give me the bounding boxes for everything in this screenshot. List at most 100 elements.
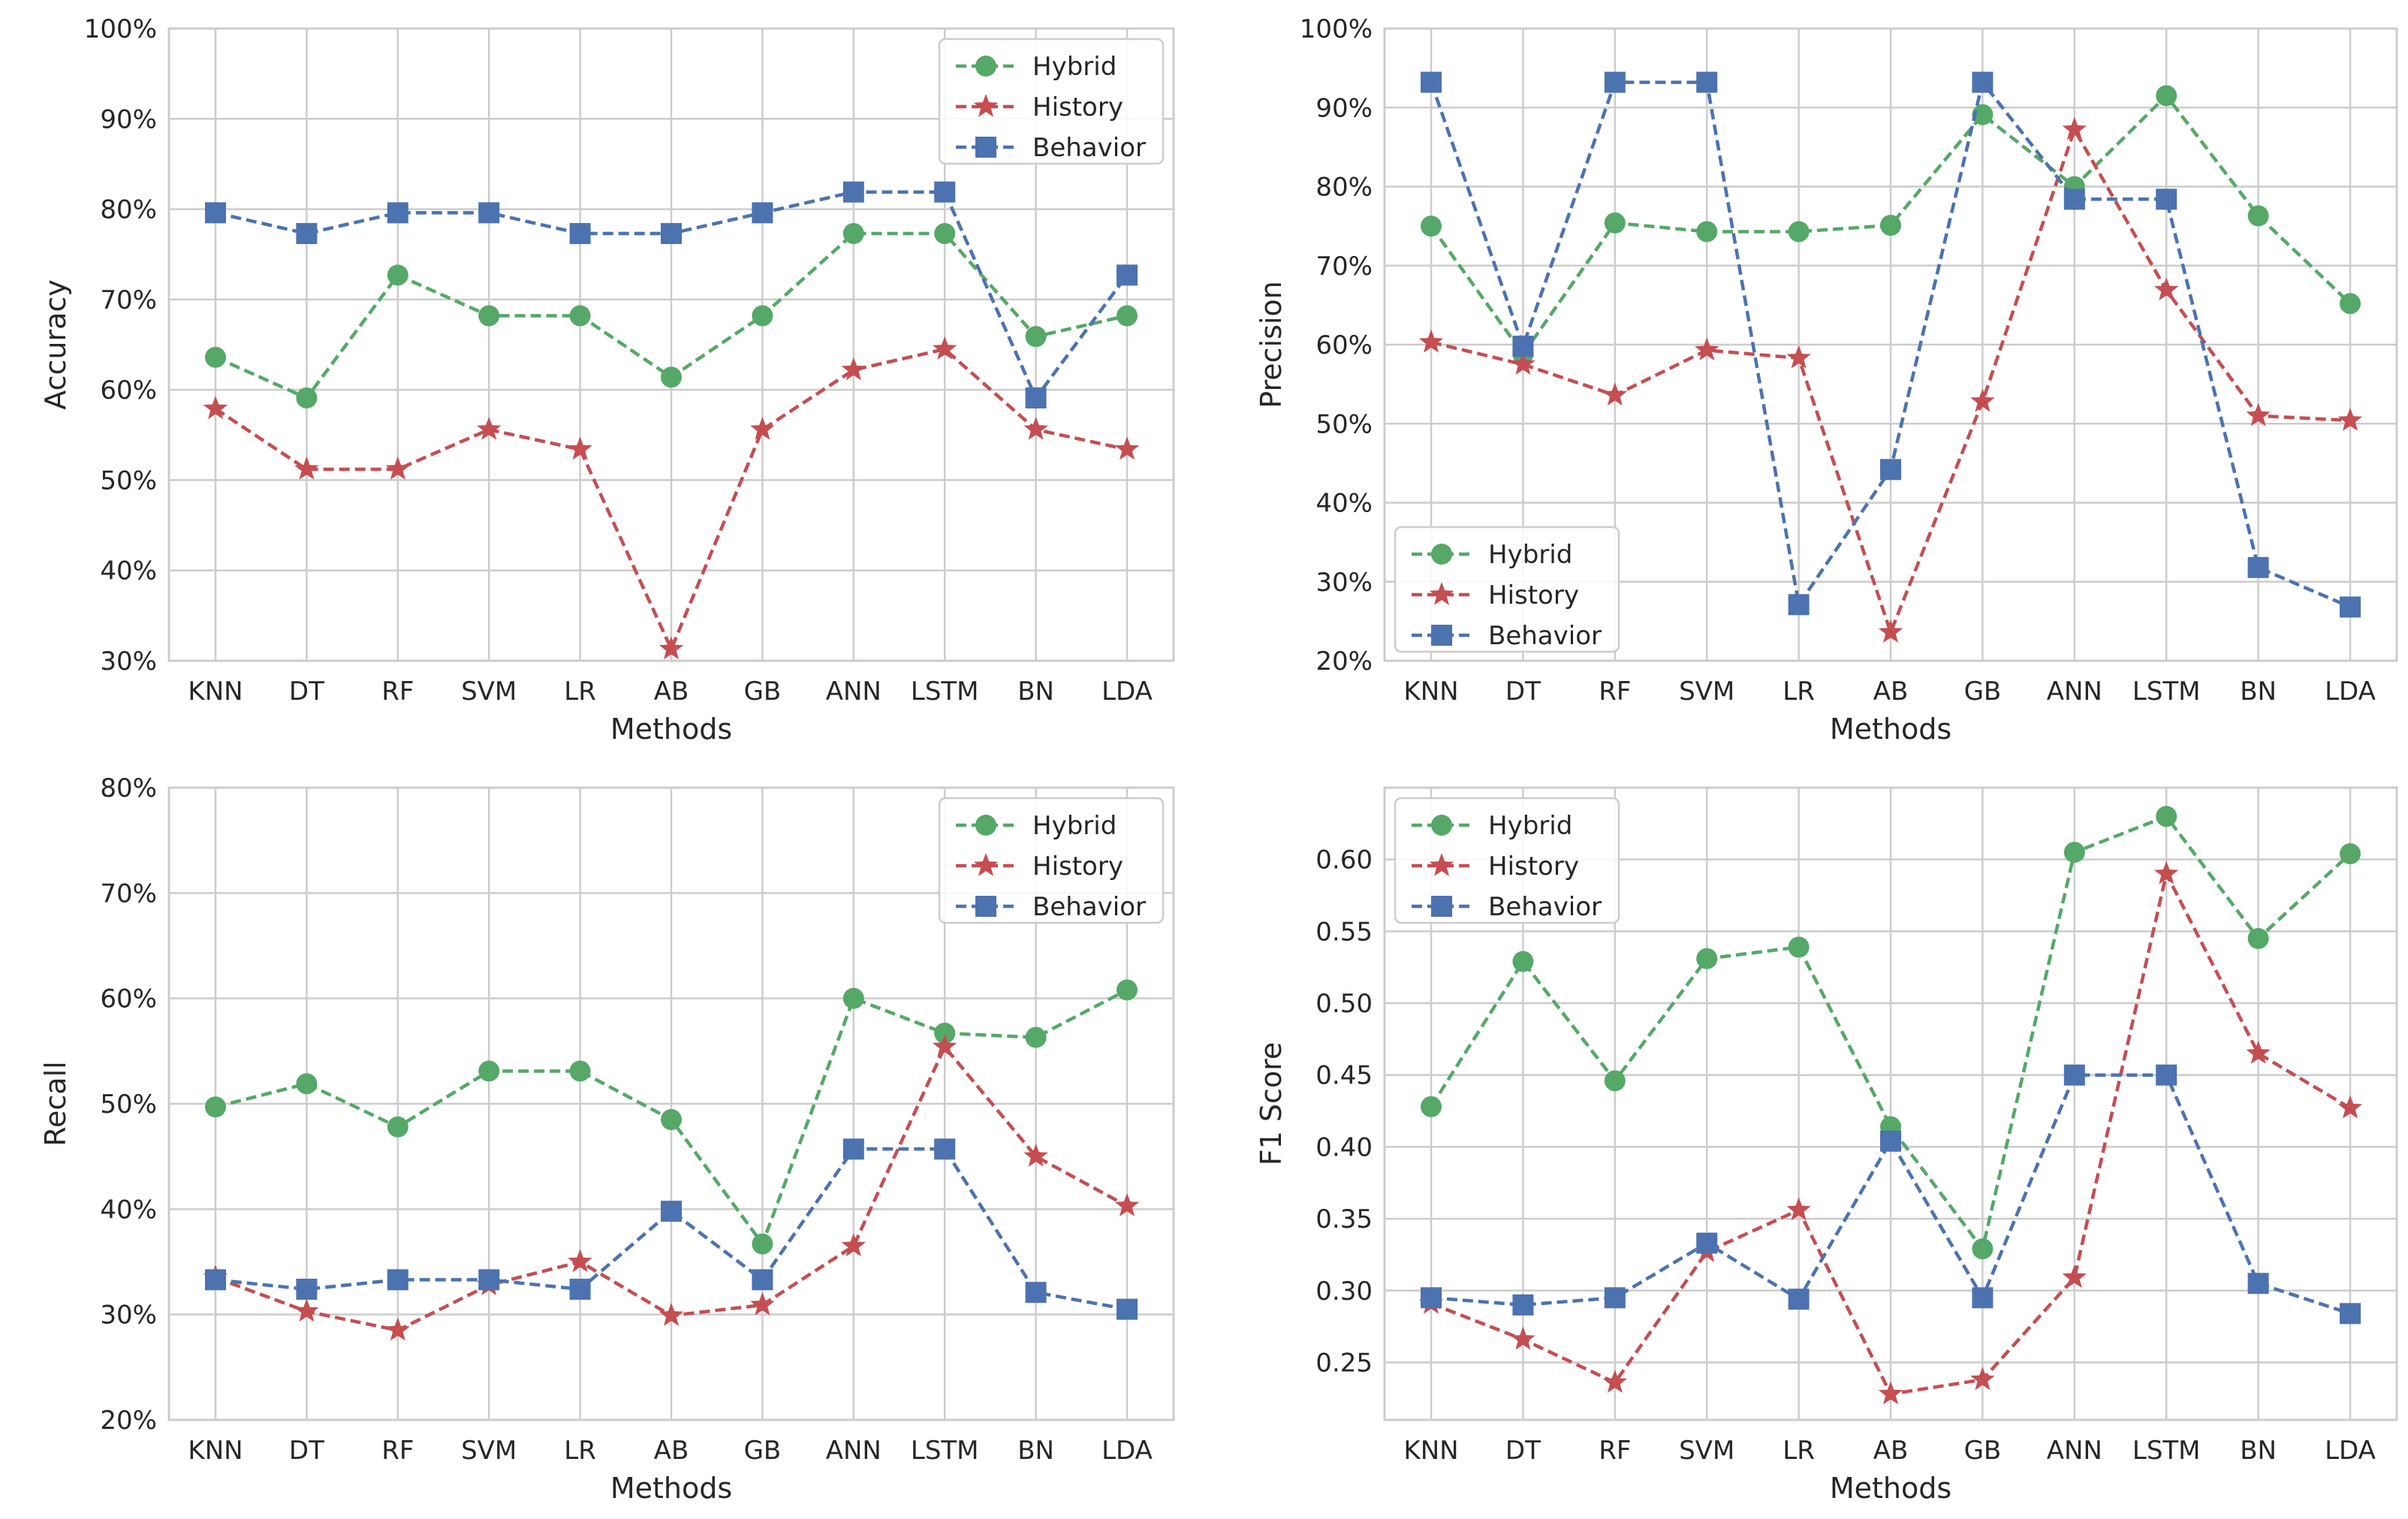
x-tick-label: LSTM xyxy=(2132,677,2201,707)
legend-entry-hybrid: Hybrid xyxy=(1412,540,1572,570)
y-tick-label: 50% xyxy=(100,1090,157,1120)
data-point-hybrid xyxy=(1117,979,1138,1001)
legend-entry-behavior: Behavior xyxy=(1412,892,1602,922)
data-point-history xyxy=(659,1303,684,1326)
x-tick-label: GB xyxy=(1964,1436,2002,1466)
y-tick-label: 30% xyxy=(100,1300,157,1331)
series-hybrid xyxy=(205,223,1138,408)
y-tick-label: 0.35 xyxy=(1316,1204,1373,1234)
series-line-behavior xyxy=(1430,1073,2351,1316)
legend-marker-hybrid xyxy=(1431,544,1452,565)
y-axis-label: F1 Score xyxy=(1255,1042,1288,1166)
data-point-hybrid xyxy=(842,987,864,1009)
x-tick-label: DT xyxy=(1505,677,1541,707)
x-tick-label: ANN xyxy=(826,1436,882,1466)
data-point-hybrid xyxy=(1788,221,1810,243)
data-point-hybrid xyxy=(2340,843,2361,865)
data-point-history xyxy=(2337,1095,2363,1119)
data-point-behavior xyxy=(478,202,500,224)
x-tick-label: BN xyxy=(1017,677,1054,707)
data-point-behavior xyxy=(1025,387,1047,408)
data-point-hybrid xyxy=(1117,305,1138,327)
legend-label: Behavior xyxy=(1488,892,1602,922)
data-point-hybrid xyxy=(1604,212,1626,234)
y-tick-label: 70% xyxy=(1316,252,1373,282)
x-tick-label: LR xyxy=(1783,677,1815,707)
data-point-behavior xyxy=(1421,71,1442,93)
data-point-behavior xyxy=(842,181,864,203)
data-point-behavior xyxy=(1788,594,1810,616)
series-behavior xyxy=(205,1138,1138,1320)
x-tick-label: DT xyxy=(1505,1436,1541,1466)
legend-entry-history: History xyxy=(956,851,1123,882)
x-tick-label: SVM xyxy=(461,1436,517,1466)
legend-label: Hybrid xyxy=(1488,811,1572,841)
series-behavior xyxy=(1421,71,2361,618)
data-point-hybrid xyxy=(934,1022,956,1044)
y-tick-label: 30% xyxy=(1316,568,1373,598)
series-line-hybrid xyxy=(1430,93,2352,357)
y-tick-label: 30% xyxy=(100,646,157,677)
x-tick-label: LSTM xyxy=(911,677,979,707)
legend: Hybrid History Behavior xyxy=(938,38,1165,165)
data-point-hybrid xyxy=(2247,927,2269,949)
data-point-history xyxy=(1695,337,1719,361)
data-point-behavior xyxy=(2063,188,2085,210)
legend-marker-hybrid xyxy=(975,56,996,77)
legend-label: History xyxy=(1488,851,1579,882)
data-point-history xyxy=(1418,329,1444,353)
data-point-hybrid xyxy=(387,1116,408,1138)
accuracy-chart: 30% 40% 50% 60% 70% 80% 90% 100% KNN DT RF SVM LR AB G… xyxy=(39,14,1175,746)
data-point-hybrid xyxy=(205,1096,226,1118)
x-tick-label: AB xyxy=(1873,1436,1909,1466)
data-point-hybrid xyxy=(1972,104,1994,125)
y-tick-label: 40% xyxy=(100,1195,157,1225)
legend-marker-behavior xyxy=(1431,896,1452,917)
x-axis-label: Methods xyxy=(610,713,732,746)
data-point-hybrid xyxy=(478,305,500,327)
legend-entry-history: History xyxy=(956,92,1123,122)
y-axis-label: Recall xyxy=(39,1061,72,1146)
legend-marker-hybrid xyxy=(1431,815,1452,836)
data-point-history xyxy=(1511,351,1536,375)
data-point-hybrid xyxy=(934,223,956,245)
x-tick-label: KNN xyxy=(1403,1436,1458,1466)
legend-label: Behavior xyxy=(1032,133,1146,163)
y-tick-label: 80% xyxy=(100,195,157,225)
data-point-behavior xyxy=(1512,336,1534,357)
data-point-hybrid xyxy=(752,305,773,327)
legend-label: History xyxy=(1032,851,1123,882)
data-point-behavior xyxy=(2340,1303,2361,1325)
data-point-history xyxy=(1023,1144,1048,1167)
x-tick-label: GB xyxy=(1964,677,2002,707)
data-point-hybrid xyxy=(205,346,226,368)
data-point-behavior xyxy=(1696,1232,1718,1254)
data-point-hybrid xyxy=(1972,1238,1994,1260)
y-tick-label: 50% xyxy=(100,466,157,496)
data-point-history xyxy=(294,457,319,480)
data-point-behavior xyxy=(2340,596,2361,618)
y-tick-label: 60% xyxy=(100,375,157,405)
data-point-history xyxy=(1786,1197,1811,1221)
data-point-hybrid xyxy=(1788,936,1810,958)
data-point-hybrid xyxy=(2156,85,2177,107)
data-point-behavior xyxy=(661,1201,682,1222)
data-point-behavior xyxy=(1972,71,1994,93)
data-point-behavior xyxy=(1880,1130,1901,1152)
x-tick-label: GB xyxy=(744,1436,782,1466)
data-point-hybrid xyxy=(2340,293,2361,315)
legend-label: Behavior xyxy=(1488,621,1602,651)
legend-label: History xyxy=(1032,92,1123,122)
data-point-behavior xyxy=(387,1269,408,1291)
data-point-history xyxy=(1114,436,1140,460)
x-tick-label: BN xyxy=(2240,677,2277,707)
legend: Hybrid History Behavior xyxy=(1394,797,1620,924)
data-point-history xyxy=(1878,1381,1903,1405)
data-point-hybrid xyxy=(1512,951,1534,972)
x-tick-label: BN xyxy=(2240,1436,2277,1466)
y-tick-label: 80% xyxy=(1316,173,1373,203)
y-axis-label: Precision xyxy=(1255,281,1288,408)
data-point-history xyxy=(659,636,684,660)
series-history xyxy=(203,336,1140,660)
series-history xyxy=(1418,116,2363,643)
